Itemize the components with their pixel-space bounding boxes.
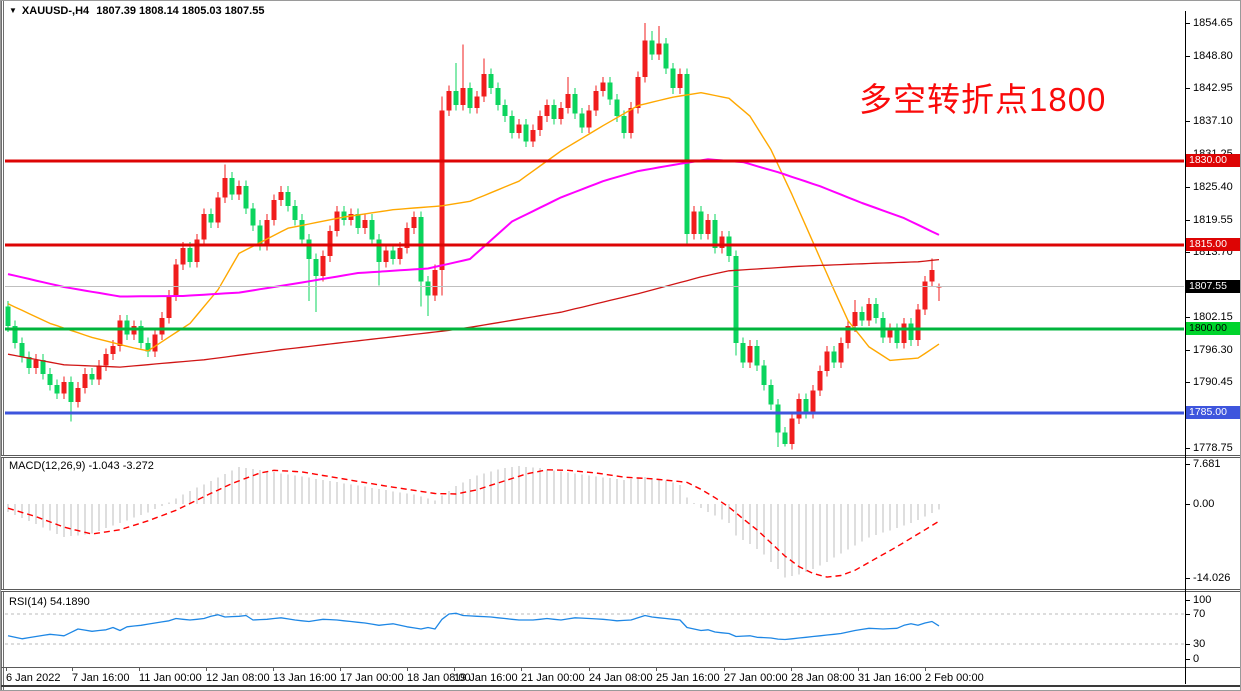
axis-tick-label: 1825.40 — [1193, 181, 1233, 193]
axis-tick-mark — [1185, 448, 1190, 449]
rsi-indicator-label: RSI(14) 54.1890 — [9, 596, 90, 608]
axis-tick-mark — [1185, 382, 1190, 383]
time-tick-label: 12 Jan 08:00 — [206, 672, 270, 684]
bottom-border — [1, 685, 1240, 687]
axis-tick-label: 1802.15 — [1193, 311, 1233, 323]
axis-tick-mark — [1185, 464, 1190, 465]
symbol-timeframe-label: XAUUSD-,H4 — [21, 5, 90, 17]
time-tick-mark — [858, 668, 859, 671]
time-tick-label: 25 Jan 16:00 — [656, 672, 720, 684]
axis-tick-label: 0 — [1193, 653, 1200, 665]
axis-tick-mark — [1185, 614, 1190, 615]
time-tick-mark — [206, 668, 207, 671]
axis-tick-mark — [1185, 350, 1190, 351]
axis-tick-label: 1819.55 — [1193, 214, 1233, 226]
axis-tick-mark — [1185, 317, 1190, 318]
axis-tick-mark — [1185, 187, 1190, 188]
time-tick-label: 13 Jan 16:00 — [273, 672, 337, 684]
time-tick-mark — [656, 668, 657, 671]
ohlc-quote-label: 1807.39 1808.14 1805.03 1807.55 — [96, 5, 265, 17]
time-tick-mark — [407, 668, 408, 671]
time-tick-mark — [6, 668, 7, 671]
rsi-timeaxis-separator — [1, 667, 1240, 668]
time-tick-mark — [273, 668, 274, 671]
axis-tick-label: 1842.95 — [1193, 82, 1233, 94]
axis-tick-label: 7.681 — [1193, 458, 1221, 470]
time-tick-label: 2 Feb 00:00 — [925, 672, 984, 684]
axis-tick-label: 1854.65 — [1193, 17, 1233, 29]
axis-tick-mark — [1185, 220, 1190, 221]
axis-tick-mark — [1185, 252, 1190, 253]
axis-tick-mark — [1185, 578, 1190, 579]
axis-tick-label: 1778.75 — [1193, 442, 1233, 454]
price-level-tag: 1815.00 — [1186, 238, 1240, 251]
time-tick-mark — [589, 668, 590, 671]
time-tick-mark — [521, 668, 522, 671]
time-tick-mark — [340, 668, 341, 671]
time-tick-mark — [724, 668, 725, 671]
chart-title-bar: ▼ XAUUSD-,H4 1807.39 1808.14 1805.03 1807… — [9, 5, 268, 17]
price-level-tag: 1807.55 — [1186, 280, 1240, 293]
axis-tick-label: 100 — [1193, 594, 1212, 606]
axis-tick-mark — [1185, 23, 1190, 24]
time-tick-label: 7 Jan 16:00 — [72, 672, 130, 684]
macd-indicator-label: MACD(12,26,9) -1.043 -3.272 — [9, 460, 154, 472]
window-left-border — [1, 1, 2, 690]
axis-tick-mark — [1185, 504, 1190, 505]
axis-tick-label: 1848.80 — [1193, 50, 1233, 62]
time-tick-label: 27 Jan 00:00 — [724, 672, 788, 684]
time-tick-label: 18 Jan 08:00 — [407, 672, 471, 684]
time-tick-mark — [72, 668, 73, 671]
axis-tick-mark — [1185, 600, 1190, 601]
price-level-tag: 1785.00 — [1186, 406, 1240, 419]
time-tick-label: 11 Jan 00:00 — [139, 672, 202, 684]
time-tick-mark — [791, 668, 792, 671]
time-tick-label: 19 Jan 16:00 — [454, 672, 518, 684]
time-tick-label: 17 Jan 00:00 — [340, 672, 404, 684]
axis-tick-mark — [1185, 56, 1190, 57]
axis-tick-label: 1790.45 — [1193, 376, 1233, 388]
axis-tick-mark — [1185, 88, 1190, 89]
axis-tick-label: 70 — [1193, 608, 1206, 620]
time-tick-label: 31 Jan 16:00 — [858, 672, 922, 684]
time-tick-label: 6 Jan 2022 — [6, 672, 61, 684]
time-tick-label: 21 Jan 00:00 — [521, 672, 585, 684]
time-tick-label: 28 Jan 08:00 — [791, 672, 855, 684]
price-axis-border — [1185, 11, 1186, 684]
macd-rsi-separator[interactable] — [1, 589, 1240, 592]
price-level-tag: 1830.00 — [1186, 154, 1240, 167]
axis-tick-label: 30 — [1193, 638, 1206, 650]
annotation-text: 多空转折点1800 — [859, 81, 1107, 118]
time-tick-mark — [454, 668, 455, 671]
time-tick-label: 24 Jan 08:00 — [589, 672, 653, 684]
axis-tick-label: 1837.10 — [1193, 115, 1233, 127]
time-tick-mark — [925, 668, 926, 671]
main-macd-separator[interactable] — [1, 455, 1240, 458]
axis-tick-label: -14.026 — [1193, 572, 1231, 584]
window-left-border-inner — [3, 1, 4, 690]
axis-tick-label: 1796.30 — [1193, 344, 1233, 356]
time-tick-mark — [139, 668, 140, 671]
axis-tick-mark — [1185, 659, 1190, 660]
symbol-dropdown-icon[interactable]: ▼ — [9, 6, 17, 15]
axis-tick-mark — [1185, 644, 1190, 645]
axis-tick-label: 0.00 — [1193, 498, 1215, 510]
price-level-tag: 1800.00 — [1186, 322, 1240, 335]
axis-tick-mark — [1185, 121, 1190, 122]
